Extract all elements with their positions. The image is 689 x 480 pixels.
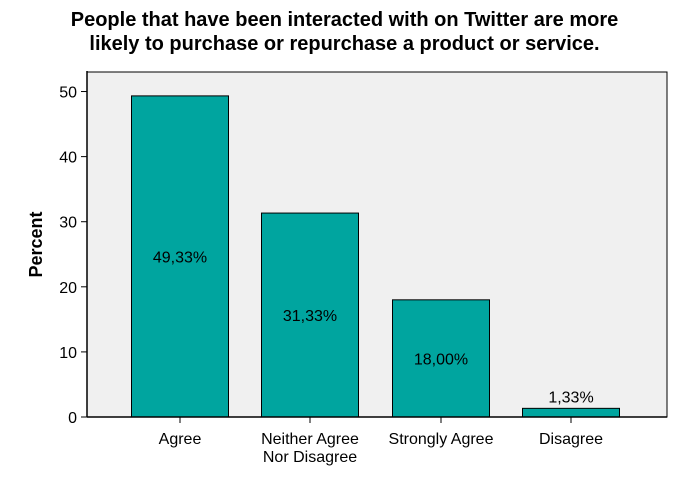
category-label: Agree — [159, 431, 202, 448]
y-tick-label: 0 — [68, 410, 77, 427]
category-label: Strongly Agree — [389, 431, 494, 448]
y-tick-label: 40 — [59, 150, 77, 167]
y-axis-label: Percent — [26, 211, 46, 277]
bar — [131, 95, 229, 418]
category-label: Disagree — [539, 431, 603, 448]
y-tick-label: 30 — [59, 215, 77, 232]
chart-title: People that have been interacted with on… — [0, 8, 689, 56]
chart-title-line-1: People that have been interacted with on… — [70, 9, 619, 31]
data-label: 1,33% — [548, 389, 593, 406]
category-label: Neither Agree — [261, 431, 359, 448]
data-label: 18,00% — [414, 351, 468, 368]
y-tick-label: 50 — [59, 85, 77, 102]
axes-group: 0 10 20 30 40 50 — [59, 71, 667, 427]
y-tick-label: 10 — [59, 345, 77, 362]
data-label: 31,33% — [283, 308, 337, 325]
category-label: Nor Disagree — [263, 449, 357, 466]
chart-title-line-2: likely to purchase or repurchase a produ… — [89, 33, 600, 55]
y-tick-label: 20 — [59, 280, 77, 297]
data-label: 49,33% — [153, 249, 207, 266]
bar — [261, 212, 359, 418]
bar — [392, 299, 490, 418]
bar — [522, 407, 620, 418]
